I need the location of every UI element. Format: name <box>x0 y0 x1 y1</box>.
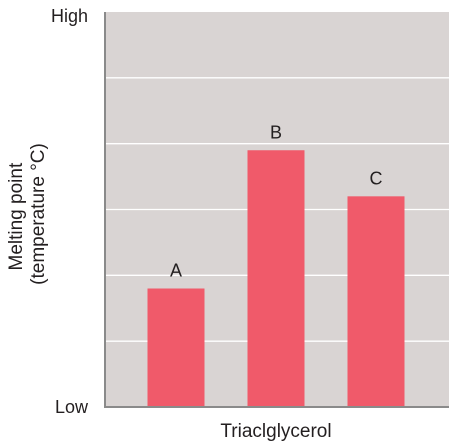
y-axis-title: Melting point (temperature °C) <box>6 143 49 285</box>
bar-a <box>147 288 205 407</box>
y-axis-title-line-2: (temperature °C) <box>28 143 49 285</box>
bar-b <box>247 150 305 407</box>
bar-label-c: C <box>370 168 383 188</box>
y-tick-label-high: High <box>51 6 88 26</box>
bar-c <box>347 196 405 407</box>
x-axis-title: Triaclglycerol <box>220 421 331 442</box>
y-tick-label-low: Low <box>55 397 89 417</box>
y-axis-title-line-1: Melting point <box>6 162 27 270</box>
bar-label-a: A <box>170 261 182 281</box>
bars: A B C <box>147 122 405 407</box>
bar-label-b: B <box>270 122 282 142</box>
